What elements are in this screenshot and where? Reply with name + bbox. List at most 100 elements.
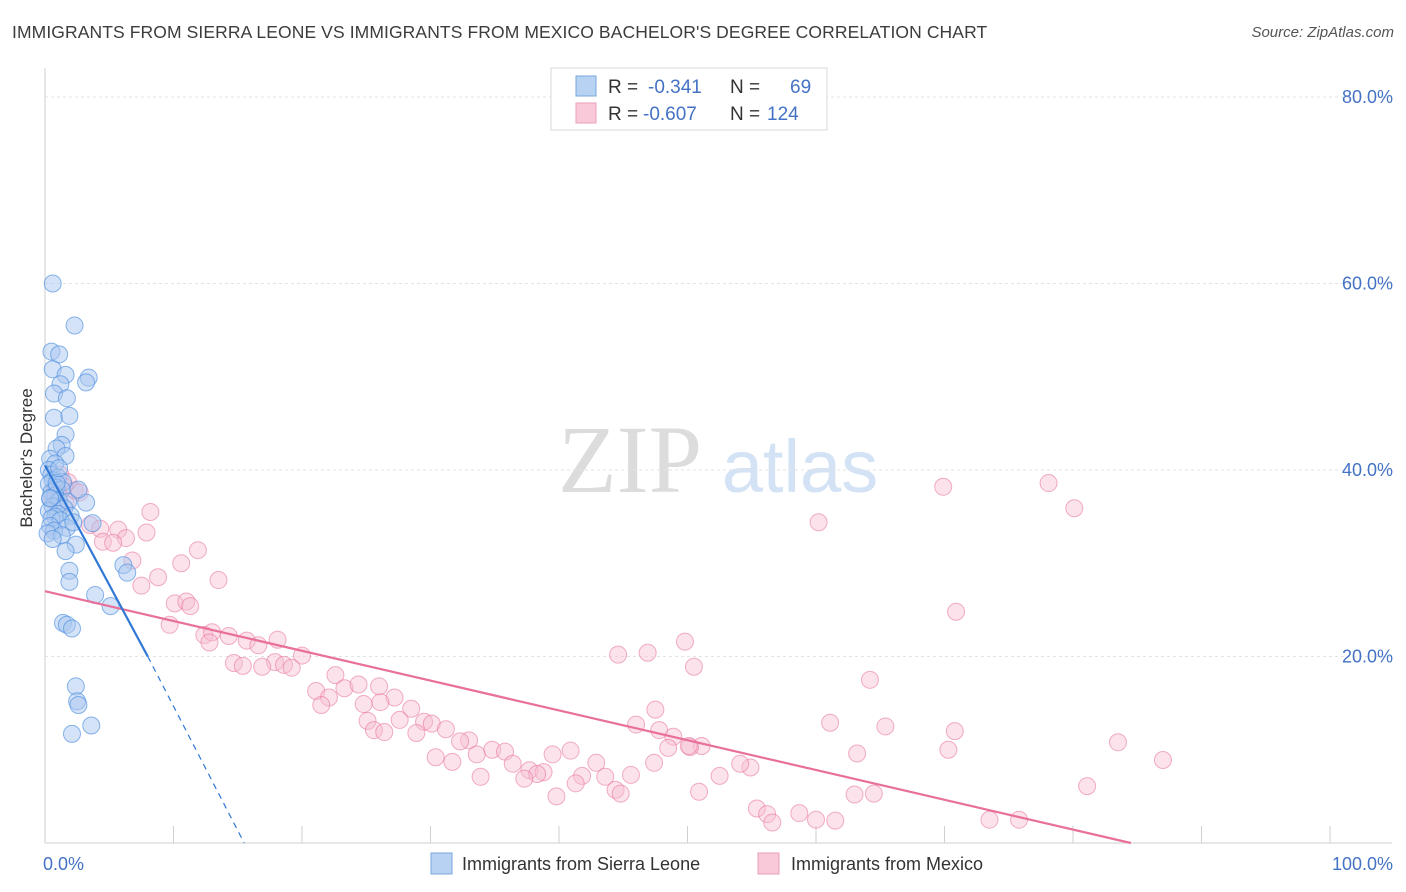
trendline-sierra-leone (44, 464, 149, 658)
point-mexico-49 (371, 693, 390, 712)
point-mexico-59 (375, 723, 394, 742)
point-mexico-48 (385, 688, 404, 707)
point-mexico-46 (312, 695, 331, 714)
point-mexico-89 (684, 657, 703, 676)
watermark-zip: ZIP (558, 406, 702, 513)
point-sierra-leone-53 (60, 572, 79, 591)
point-mexico-94 (690, 782, 709, 801)
point-sierra-leone-3 (50, 345, 69, 364)
point-mexico-40 (282, 658, 301, 677)
point-mexico-20 (149, 568, 168, 587)
point-mexico-73 (543, 745, 562, 764)
point-mexico-72 (471, 767, 490, 786)
bottom-legend-label-mexico: Immigrants from Mexico (791, 854, 983, 874)
point-mexico-78 (596, 767, 615, 786)
point-mexico-112 (1010, 810, 1029, 829)
legend-r-value-2: -0.607 (643, 104, 697, 125)
point-mexico-77 (566, 774, 585, 793)
point-mexico-98 (790, 804, 809, 823)
point-mexico-15 (93, 532, 112, 551)
point-sierra-leone-65 (69, 480, 88, 499)
point-mexico-17 (188, 541, 207, 560)
point-mexico-66 (503, 754, 522, 773)
point-mexico-22 (132, 576, 151, 595)
point-mexico-118 (1153, 751, 1172, 770)
trendline-mexico (44, 590, 1132, 845)
point-mexico-52 (358, 711, 377, 730)
point-mexico-50 (354, 695, 373, 714)
point-sierra-leone-10 (57, 389, 76, 408)
point-sierra-leone-8 (77, 373, 96, 392)
point-mexico-37 (253, 657, 272, 676)
point-mexico-88 (609, 645, 628, 664)
point-mexico-105 (876, 717, 895, 736)
watermark-atlas: atlas (722, 425, 878, 508)
point-sierra-leone-47 (43, 530, 62, 549)
point-mexico-93 (710, 766, 729, 785)
point-mexico-100 (807, 810, 825, 829)
point-sierra-leone-66 (50, 459, 69, 478)
legend-n-label-2: N = (730, 104, 760, 125)
y-tick-label-3: 80.0% (1342, 87, 1393, 107)
gridlines (45, 96, 1392, 657)
point-mexico-101 (826, 811, 845, 830)
point-mexico-80 (547, 787, 566, 806)
point-mexico-9 (141, 502, 160, 521)
point-mexico-81 (611, 784, 630, 803)
bottom-legend-swatch-sierra-leone (430, 852, 453, 875)
y-axis-label: Bachelor's Degree (17, 388, 36, 527)
point-mexico-109 (939, 740, 958, 759)
point-sierra-leone-67 (41, 488, 60, 507)
point-mexico-123 (731, 754, 750, 773)
point-mexico-67 (443, 752, 462, 771)
point-mexico-60 (460, 731, 479, 750)
point-mexico-45 (319, 688, 338, 707)
series-sierra-leone-points (38, 274, 137, 743)
point-mexico-61 (451, 732, 470, 751)
y-tick-labels: 20.0% 40.0% 60.0% 80.0% (1342, 87, 1393, 667)
point-sierra-leone-63 (62, 724, 81, 743)
x-tick-label-1: 100.0% (1332, 854, 1393, 874)
point-mexico-57 (407, 723, 426, 742)
point-mexico-25 (181, 597, 200, 616)
point-mexico-13 (137, 523, 156, 542)
trend-lines (44, 464, 1132, 845)
point-mexico-106 (860, 670, 879, 689)
point-mexico-82 (645, 753, 664, 772)
legend-r-value-1: -0.341 (648, 77, 702, 98)
point-mexico-21 (209, 571, 228, 590)
point-mexico-116 (1078, 777, 1097, 796)
point-sierra-leone-0 (43, 274, 62, 293)
point-mexico-19 (172, 554, 191, 573)
source-credit: Source: ZipAtlas.com (1251, 24, 1394, 41)
point-mexico-90 (675, 632, 694, 651)
trendline-sierra-leone-extension (147, 656, 245, 844)
point-sierra-leone-49 (56, 542, 75, 561)
point-mexico-121 (659, 738, 678, 757)
axes (44, 68, 1392, 844)
point-mexico-69 (534, 763, 553, 782)
point-mexico-58 (436, 720, 455, 739)
chart-title: IMMIGRANTS FROM SIERRA LEONE VS IMMIGRAN… (12, 22, 988, 42)
point-mexico-51 (402, 699, 421, 718)
y-tick-label-1: 40.0% (1342, 460, 1393, 480)
point-mexico-122 (621, 765, 640, 784)
point-mexico-75 (573, 766, 592, 785)
point-mexico-107 (821, 713, 840, 732)
point-mexico-76 (587, 753, 606, 772)
point-mexico-47 (370, 677, 389, 696)
point-mexico-108 (945, 722, 964, 741)
point-mexico-23 (165, 594, 184, 613)
point-mexico-119 (809, 513, 828, 532)
point-mexico-111 (980, 810, 999, 829)
series-mexico-points (43, 465, 1172, 832)
point-sierra-leone-11 (44, 408, 63, 427)
point-mexico-30 (200, 633, 219, 652)
point-sierra-leone-1 (65, 316, 84, 335)
point-mexico-35 (233, 656, 252, 675)
point-mexico-104 (848, 744, 867, 763)
legend-n-value-2: 124 (767, 104, 799, 125)
point-sierra-leone-52 (118, 563, 137, 582)
bottom-legend-swatch-mexico (757, 852, 780, 875)
